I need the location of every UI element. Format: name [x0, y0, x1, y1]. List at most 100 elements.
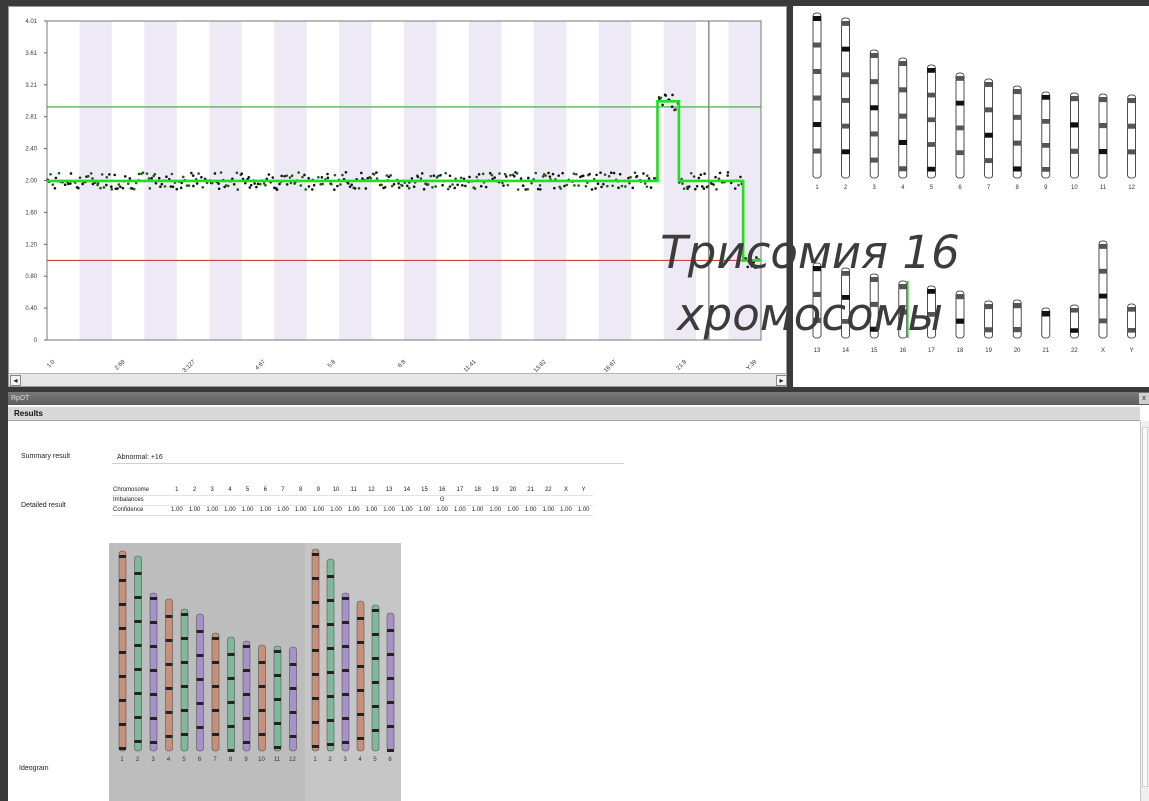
chromosome-21: 21	[1041, 307, 1051, 354]
chromosome-cell: 2	[185, 485, 204, 496]
data-point	[285, 183, 289, 186]
close-icon[interactable]: x	[1139, 393, 1149, 404]
karyotype-band	[312, 601, 319, 604]
imbalance-cell	[415, 495, 434, 506]
x-tick-label: 16:67	[603, 359, 618, 373]
scrollbar-thumb[interactable]	[1142, 427, 1148, 787]
chromosome-cell: 8	[291, 485, 310, 496]
confidence-cell: 1.00	[521, 505, 540, 516]
data-point	[89, 172, 93, 175]
karyotype-band	[119, 651, 126, 654]
y-tick-label: 0.80	[25, 274, 37, 280]
karyotype-band	[243, 693, 250, 696]
chromosome-outline	[1127, 94, 1137, 179]
data-point	[448, 185, 452, 188]
y-tick-label: 2.00	[25, 179, 37, 185]
data-point	[91, 177, 94, 180]
karyotype-band	[372, 681, 379, 684]
chromosome-4: 4	[898, 57, 908, 191]
chromosome-band-dark	[898, 113, 907, 119]
results-vertical-scrollbar[interactable]	[1140, 421, 1149, 801]
karyotype-band	[165, 639, 173, 642]
karyotype-band	[327, 647, 334, 650]
data-point	[154, 181, 158, 185]
data-point	[271, 176, 275, 179]
y-tick-label: 1.60	[25, 210, 37, 216]
imbalance-cell	[168, 495, 186, 506]
chromosome-label: Y	[1130, 348, 1134, 354]
data-point	[130, 187, 134, 190]
data-point	[69, 172, 73, 175]
chromosome-8: 8	[1012, 85, 1022, 191]
data-point	[96, 182, 100, 185]
karyotype-chromosome-7: 7	[211, 632, 220, 763]
chromosome-label: X	[1101, 348, 1105, 354]
caption-line-1: Трисомия 16	[660, 226, 960, 279]
chromosome-band-dark	[1070, 308, 1079, 313]
scroll-left-arrow-icon[interactable]: ◂	[10, 375, 21, 386]
karyotype-chromosome-4: 4	[356, 600, 365, 763]
karyotype-band	[134, 668, 142, 671]
chromosome-band-dark	[813, 69, 821, 75]
data-point	[121, 186, 125, 190]
confidence-cell: 1.00	[168, 505, 186, 516]
chromosome-band-dark	[1041, 311, 1050, 317]
karyotype-band	[327, 575, 334, 578]
chart-horizontal-scrollbar[interactable]: ◂ ▸	[9, 373, 786, 386]
chromosome-band-dark	[1070, 122, 1079, 128]
chromosome-band-dark	[898, 61, 907, 67]
data-point	[559, 187, 563, 190]
karyotype-band	[289, 711, 297, 714]
data-point	[278, 182, 281, 186]
karyotype-chromosome-4: 4	[165, 598, 173, 763]
trisomy-caption: Трисомия 16 хромосомы	[600, 222, 1020, 346]
karyotype-band	[227, 677, 235, 680]
y-tick-label: 2.40	[25, 147, 37, 153]
chromosome-band-dark	[956, 294, 964, 300]
karyotype-band	[327, 695, 334, 698]
karyotype-chromosome-11: 11	[273, 645, 282, 763]
confidence-cell: 1.00	[185, 505, 204, 516]
x-tick-label: 11:41	[463, 359, 478, 373]
data-point	[267, 173, 271, 176]
data-point	[297, 171, 300, 174]
data-point	[714, 175, 717, 179]
results-window: RpDT x Results Summary result Abnormal: …	[8, 392, 1149, 801]
data-point	[524, 188, 528, 191]
data-point	[617, 186, 620, 190]
data-point	[693, 187, 697, 191]
data-point	[67, 182, 70, 186]
chromosome-label: 18	[957, 348, 964, 354]
chromosome-band-dark	[841, 72, 850, 78]
data-point	[160, 182, 164, 186]
chromosome-band-dark	[1041, 143, 1050, 148]
karyotype-band	[119, 699, 126, 702]
chromosome-band-dark	[898, 284, 907, 290]
data-point	[326, 172, 329, 176]
karyotype-chromosome	[165, 598, 173, 752]
data-point	[642, 172, 645, 175]
data-point	[527, 176, 530, 180]
imbalance-cell	[397, 495, 416, 506]
chromosome-9: 9	[1041, 91, 1051, 191]
karyotype-band	[196, 678, 204, 681]
confidence-cell: 1.00	[291, 505, 310, 516]
karyotype-band	[372, 705, 379, 708]
karyotype-band	[274, 698, 281, 701]
karyotype-band	[312, 721, 319, 724]
karyotype-label: 1	[313, 757, 317, 763]
x-tick-label: 1:0	[46, 359, 57, 370]
karyotype-band	[274, 746, 281, 749]
chromosome-label: 20	[1014, 348, 1021, 354]
data-point	[419, 177, 423, 180]
karyotype-band	[119, 675, 126, 678]
data-point	[53, 187, 57, 190]
scroll-right-arrow-icon[interactable]: ▸	[776, 375, 786, 386]
karyotype-band	[134, 572, 142, 575]
chromosome-outline	[984, 78, 994, 179]
data-point	[432, 174, 436, 177]
data-point	[170, 172, 174, 176]
karyotype-label: 5	[182, 757, 186, 763]
karyotype-band	[196, 654, 204, 657]
data-point	[516, 188, 520, 191]
